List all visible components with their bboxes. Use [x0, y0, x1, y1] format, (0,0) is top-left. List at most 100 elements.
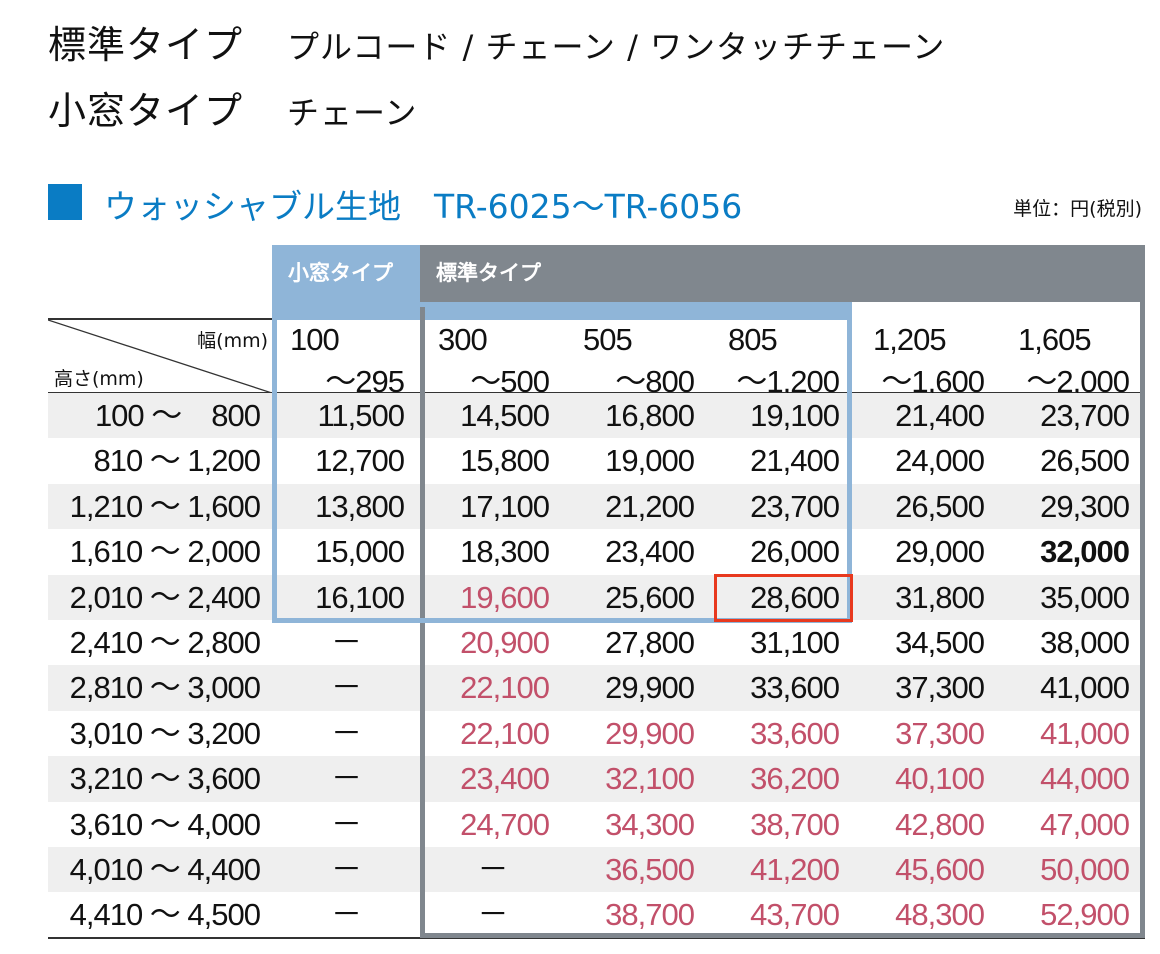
price-cell: 18,300: [460, 534, 550, 570]
price-cell: 29,900: [605, 670, 695, 706]
width-column-header: 1,605 ～2,000: [1000, 320, 1145, 399]
width-column-header: 1,205 ～1,600: [855, 320, 1000, 399]
price-cell: 35,000: [1040, 579, 1130, 615]
unit-note: 単位：円(税別): [1013, 198, 1142, 220]
price-cell: 21,400: [895, 398, 985, 433]
price-cell: 21,400: [750, 443, 840, 479]
width-from: 805: [728, 322, 778, 357]
width-from: 300: [438, 322, 488, 357]
price-cell: 48,300: [895, 897, 985, 933]
height-range: 2,810 ～ 3,000: [69, 670, 261, 706]
price-cell: 23,400: [605, 534, 695, 570]
price-cell: 41,000: [1040, 670, 1130, 706]
height-range: 2,410 ～ 2,800: [69, 625, 261, 660]
width-column-header: 805 ～1,200: [710, 320, 855, 399]
divider: [48, 937, 1145, 939]
price-cell: 24,700: [460, 806, 550, 842]
price-cell: －: [331, 761, 362, 797]
table-row: [48, 620, 1145, 666]
type-name: 標準タイプ: [48, 23, 244, 67]
price-cell: －: [331, 897, 362, 933]
price-cell: 32,100: [605, 761, 695, 797]
section-heading: ウォッシャブル生地 TR-6025～TR-6056: [104, 187, 743, 226]
price-cell: 28,600: [750, 579, 840, 615]
price-cell: 34,300: [605, 806, 695, 842]
width-column-header: 100 ～295: [272, 320, 420, 399]
table-row: [48, 483, 1145, 530]
title-standard: 標準タイプ プルコード / チェーン / ワンタッチチェーン: [48, 14, 945, 69]
price-cell: 43,700: [750, 897, 840, 933]
height-range: 3,210 ～ 3,600: [69, 761, 261, 797]
price-cell: 52,900: [1040, 897, 1130, 933]
price-cell: 32,000: [1040, 534, 1130, 570]
height-range: 3,010 ～ 3,200: [69, 715, 261, 751]
price-cell: 33,600: [750, 670, 840, 706]
small-window-band: [272, 302, 852, 320]
price-cell: 14,500: [460, 398, 550, 433]
table-row: [48, 665, 1145, 711]
price-cell: 29,900: [605, 715, 695, 751]
table-row: [48, 529, 1145, 575]
price-cell: 26,000: [750, 534, 840, 570]
price-cell: －: [331, 852, 362, 887]
highlight-box: [714, 573, 853, 622]
height-range: 4,410 ～ 4,500: [69, 897, 261, 933]
section-marker: [48, 184, 82, 220]
width-from: 1,605: [1018, 322, 1092, 357]
price-cell: 47,000: [1040, 806, 1130, 842]
table-row: [48, 756, 1145, 802]
price-cell: 38,000: [1040, 625, 1130, 660]
price-cell: 40,100: [895, 761, 985, 797]
type-name: 小窓タイプ: [48, 89, 244, 133]
height-range: 100 ～ 800: [94, 398, 261, 433]
price-cell: 26,500: [1040, 443, 1130, 479]
table-row: [48, 801, 1145, 847]
price-cell: 41,000: [1040, 715, 1130, 751]
width-from: 1,205: [873, 322, 947, 357]
width-from: 100: [290, 322, 340, 357]
height-range: 4,010 ～ 4,400: [69, 852, 261, 887]
price-cell: 26,500: [895, 488, 985, 524]
price-cell: 42,800: [895, 806, 985, 842]
price-cell: －: [331, 625, 362, 660]
title-small-window: 小窓タイプ チェーン: [48, 80, 417, 135]
operation-types: チェーン: [287, 94, 418, 132]
price-cell: 19,100: [750, 398, 840, 433]
price-cell: 15,000: [315, 534, 405, 570]
price-cell: 41,200: [750, 852, 840, 887]
price-cell: 33,600: [750, 715, 840, 751]
divider: [48, 318, 272, 320]
price-cell: 15,800: [460, 443, 550, 479]
price-cell: 20,900: [460, 625, 550, 660]
price-cell: 38,700: [750, 806, 840, 842]
corner-diagonal: [48, 320, 272, 393]
price-cell: －: [331, 806, 362, 842]
price-cell: 19,600: [460, 579, 550, 615]
width-column-header: 505 ～800: [565, 320, 710, 399]
price-cell: 29,300: [1040, 488, 1130, 524]
price-cell: 50,000: [1040, 852, 1130, 887]
width-column-header: 300 ～500: [420, 320, 565, 399]
price-cell: 37,300: [895, 715, 985, 751]
header-small-window: 小窓タイプ: [272, 245, 420, 302]
width-label: 幅(mm): [197, 330, 268, 352]
price-cell: 27,800: [605, 625, 695, 660]
price-cell: －: [477, 897, 509, 933]
table-row: [48, 393, 1145, 439]
price-cell: 44,000: [1040, 761, 1130, 797]
price-cell: 36,200: [750, 761, 840, 797]
price-cell: 23,400: [460, 761, 550, 797]
table-row: [48, 847, 1145, 893]
width-from: 505: [583, 322, 633, 357]
price-cell: 13,800: [315, 488, 405, 524]
price-cell: 37,300: [895, 670, 985, 706]
price-cell: 19,000: [605, 443, 695, 479]
price-cell: 16,800: [605, 398, 695, 433]
price-cell: －: [331, 715, 362, 751]
price-cell: 25,600: [605, 579, 695, 615]
price-cell: 31,100: [750, 625, 840, 660]
table-row: [48, 892, 1145, 938]
price-cell: 24,000: [895, 443, 985, 479]
price-cell: 38,700: [605, 897, 695, 933]
table-row: [48, 710, 1145, 757]
